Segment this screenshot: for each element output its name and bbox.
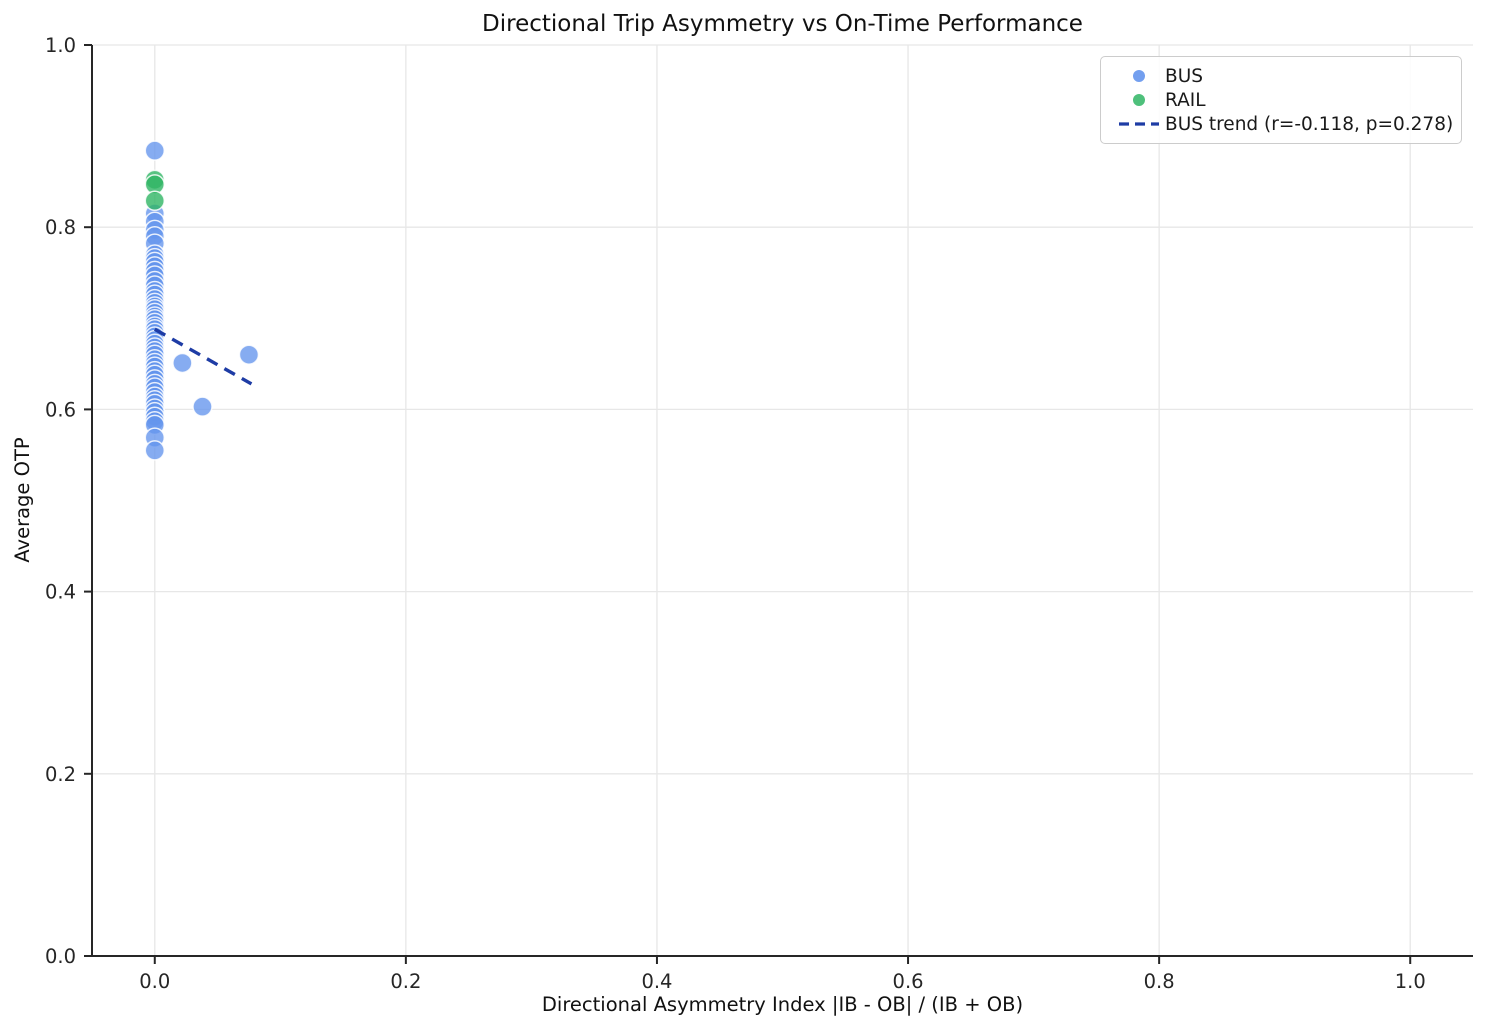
x-tick-label: 0.8 [1144, 970, 1175, 993]
legend-label-rail: RAIL [1165, 89, 1206, 111]
bus-dot-icon [1133, 70, 1145, 82]
chart-title: Directional Trip Asymmetry vs On-Time Pe… [482, 11, 1083, 37]
x-axis-label: Directional Asymmetry Index |IB - OB| / … [541, 993, 1024, 1016]
x-tick-label: 0.6 [893, 970, 924, 993]
legend-row-rail: RAIL [1113, 88, 1451, 112]
scatter-point-bus [238, 344, 260, 365]
dashed-line-icon [1119, 122, 1159, 126]
bus-trend-line [153, 327, 253, 386]
y-tick-label: 0.2 [45, 763, 76, 786]
legend-swatch-area [1113, 70, 1165, 82]
x-tick-label: 0.4 [641, 970, 672, 993]
y-tick-label: 1.0 [45, 34, 76, 57]
legend-row-bus: BUS [1113, 64, 1451, 88]
scatter-point-bus [144, 140, 166, 161]
axis-ticks: 0.0 0.2 0.4 0.6 0.8 1.0 0.0 0.2 0.4 0.6 0.8 1.0 [45, 34, 1426, 993]
y-tick-label: 0.6 [45, 398, 76, 421]
y-tick-label: 0.8 [45, 216, 76, 239]
legend-row-trend: BUS trend (r=-0.118, p=0.278) [1113, 112, 1454, 136]
legend: BUS RAIL BUS trend (r=-0.118, p=0.278) [1100, 56, 1462, 144]
rail-dot-icon [1133, 94, 1145, 106]
x-tick-label: 0.0 [139, 970, 170, 993]
legend-swatch-area [1113, 121, 1165, 127]
legend-label-bus: BUS [1165, 65, 1203, 87]
axis-spines [91, 45, 1473, 957]
legend-swatch-area [1113, 94, 1165, 106]
scatter-point-rail [144, 190, 166, 212]
scatter-point-bus [144, 440, 166, 461]
scatter-point-bus [192, 396, 213, 417]
y-axis-label: Average OTP [11, 437, 34, 563]
legend-label-trend: BUS trend (r=-0.118, p=0.278) [1165, 113, 1454, 135]
y-tick-label: 0.4 [45, 581, 76, 604]
gridlines [92, 44, 1473, 957]
y-tick-label: 0.0 [45, 945, 76, 968]
scatter-point-bus [172, 352, 193, 374]
x-tick-label: 0.2 [390, 970, 421, 993]
x-tick-label: 1.0 [1395, 970, 1426, 993]
scatter-series-rail [144, 169, 166, 212]
scatter-series-bus [144, 140, 260, 461]
